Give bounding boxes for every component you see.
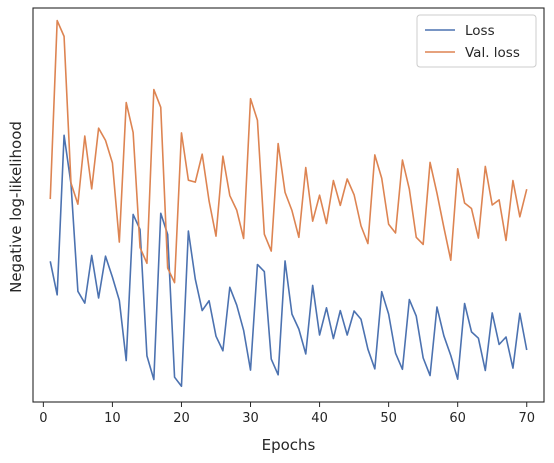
x-tick-label: 60 — [449, 411, 466, 426]
x-tick-label: 40 — [311, 411, 328, 426]
x-tick-label: 0 — [39, 411, 47, 426]
plot-frame — [32, 7, 545, 403]
x-tick-label: 70 — [518, 411, 535, 426]
plot-area — [33, 8, 544, 402]
legend-label-loss: Loss — [465, 23, 495, 39]
legend-label-val-loss: Val. loss — [465, 45, 520, 61]
x-axis-ticks: 0 10 20 30 40 50 60 70 — [39, 402, 535, 426]
x-tick-label: 50 — [380, 411, 397, 426]
series-line-val-loss — [49, 19, 528, 284]
legend: Loss Val. loss — [416, 14, 537, 68]
x-axis-label: Epochs — [262, 436, 316, 454]
series-layer — [49, 19, 528, 388]
x-tick-label: 30 — [242, 411, 259, 426]
x-tick-label: 10 — [104, 411, 121, 426]
x-tick-label: 20 — [173, 411, 190, 426]
y-axis-label: Negative log-likelihood — [7, 121, 25, 293]
series-line-loss — [49, 134, 528, 388]
legend-box — [416, 14, 537, 68]
